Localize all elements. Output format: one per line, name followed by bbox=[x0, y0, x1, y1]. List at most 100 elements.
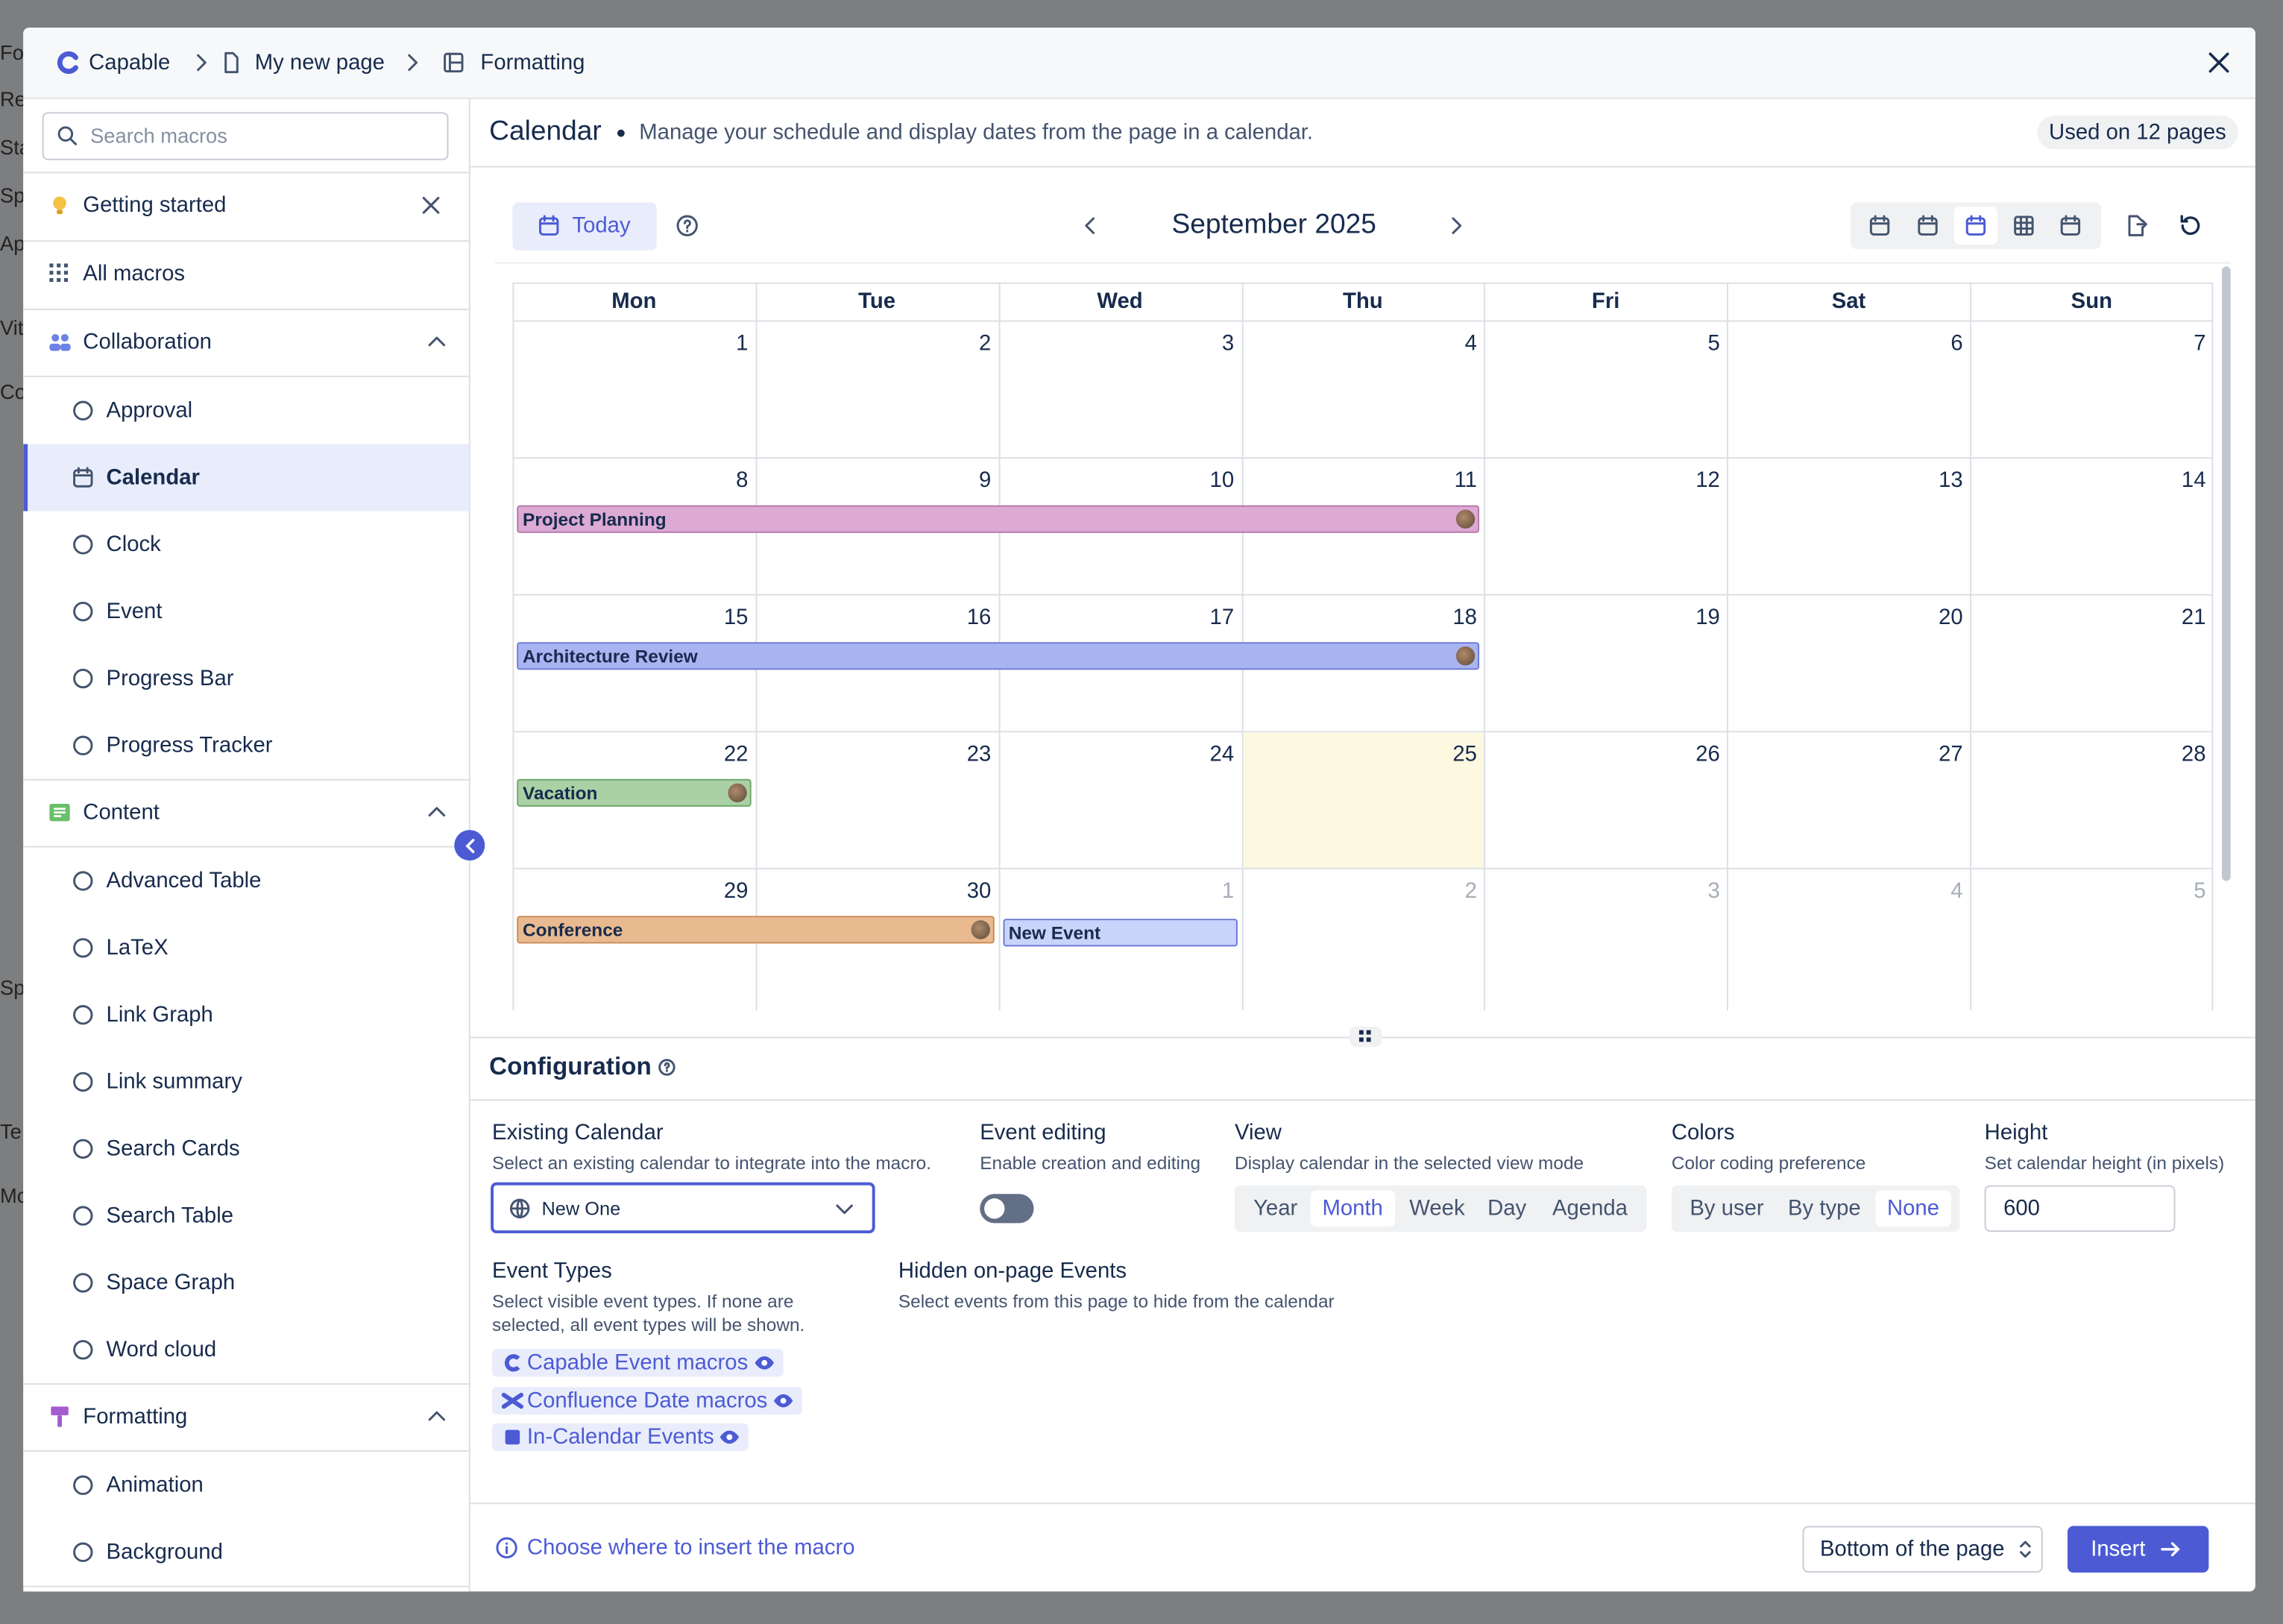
breadcrumb[interactable]: Capable bbox=[89, 50, 171, 75]
segment-option[interactable]: By user bbox=[1690, 1196, 1764, 1221]
sidebar-item[interactable]: Clock bbox=[106, 532, 161, 557]
day-number[interactable]: 9 bbox=[978, 468, 992, 494]
day-number[interactable]: 3 bbox=[1221, 331, 1235, 356]
day-number[interactable]: 14 bbox=[2181, 468, 2206, 494]
section-header[interactable]: Content bbox=[83, 800, 160, 825]
day-number[interactable]: 30 bbox=[966, 878, 992, 904]
sidebar-item[interactable]: Link Graph bbox=[106, 1002, 213, 1027]
calendar-select[interactable] bbox=[491, 1182, 875, 1234]
view-icon[interactable] bbox=[2012, 214, 2035, 237]
sidebar-item[interactable]: Event bbox=[106, 599, 163, 624]
segment-option[interactable]: Year bbox=[1253, 1196, 1298, 1221]
segment-option[interactable]: Day bbox=[1487, 1196, 1527, 1221]
sidebar-item[interactable]: Background bbox=[106, 1540, 223, 1565]
close-button[interactable] bbox=[2207, 51, 2230, 74]
day-number[interactable]: 1 bbox=[736, 331, 749, 356]
section-header[interactable]: Formatting bbox=[83, 1404, 188, 1429]
sidebar-item[interactable]: LaTeX bbox=[106, 935, 169, 960]
event-bar[interactable] bbox=[517, 916, 995, 944]
day-number[interactable]: 5 bbox=[2194, 878, 2206, 904]
export-button[interactable] bbox=[2124, 214, 2147, 237]
event-bar[interactable] bbox=[517, 778, 752, 807]
prev-month[interactable] bbox=[1079, 214, 1102, 237]
day-number[interactable]: 13 bbox=[1939, 468, 1963, 494]
event-name[interactable]: Vacation bbox=[523, 783, 598, 804]
event-type-chip[interactable]: In-Calendar Events bbox=[492, 1423, 749, 1451]
view-icon[interactable] bbox=[1868, 214, 1891, 237]
section-header[interactable]: Collaboration bbox=[83, 330, 212, 355]
today-button[interactable] bbox=[512, 202, 657, 251]
day-number[interactable]: 6 bbox=[1950, 331, 1963, 356]
sidebar-item[interactable]: Advanced Table bbox=[106, 868, 262, 894]
segment-option[interactable]: Month bbox=[1310, 1190, 1395, 1227]
help-button[interactable] bbox=[676, 214, 699, 237]
sidebar-item[interactable]: Search Table bbox=[106, 1203, 234, 1229]
collapse-sidebar[interactable] bbox=[454, 830, 485, 861]
view-icon[interactable] bbox=[1916, 214, 1939, 237]
day-number[interactable]: 27 bbox=[1939, 741, 1963, 767]
day-number[interactable]: 10 bbox=[1209, 468, 1235, 494]
event-bar[interactable] bbox=[1002, 919, 1238, 947]
sidebar-item[interactable]: Progress Bar bbox=[106, 666, 234, 691]
sidebar-item[interactable]: Search Cards bbox=[106, 1136, 240, 1162]
day-number[interactable]: 21 bbox=[2181, 605, 2206, 630]
insert-hint[interactable]: Choose where to insert the macro bbox=[526, 1535, 855, 1561]
sidebar-item[interactable]: Getting started bbox=[83, 192, 227, 218]
day-number[interactable]: 24 bbox=[1209, 741, 1235, 767]
config-help[interactable] bbox=[655, 1056, 678, 1079]
day-number[interactable]: 25 bbox=[1452, 741, 1477, 767]
view-icon[interactable] bbox=[1964, 214, 1987, 237]
day-number[interactable]: 2 bbox=[978, 331, 992, 356]
day-number[interactable]: 5 bbox=[1707, 331, 1720, 356]
view-icon[interactable] bbox=[2059, 214, 2082, 237]
sidebar-item[interactable]: Animation bbox=[106, 1473, 204, 1498]
day-number[interactable]: 22 bbox=[723, 741, 749, 767]
breadcrumb[interactable]: My new page bbox=[254, 50, 385, 75]
sidebar-item[interactable]: Space Graph bbox=[106, 1270, 236, 1296]
day-number[interactable]: 19 bbox=[1695, 605, 1720, 630]
segment-option[interactable]: By type bbox=[1788, 1196, 1861, 1221]
day-number[interactable]: 1 bbox=[1221, 878, 1235, 904]
sidebar-item[interactable]: Calendar bbox=[106, 465, 200, 491]
day-number[interactable]: 8 bbox=[736, 468, 749, 494]
day-number[interactable]: 12 bbox=[1695, 468, 1720, 494]
day-number[interactable]: 15 bbox=[723, 605, 749, 630]
event-type-chip[interactable]: Capable Event macros bbox=[492, 1349, 784, 1377]
search-input[interactable] bbox=[42, 112, 449, 160]
next-month[interactable] bbox=[1444, 214, 1467, 237]
dismiss-button[interactable] bbox=[419, 194, 442, 217]
event-name[interactable]: Conference bbox=[523, 920, 623, 941]
day-number[interactable]: 23 bbox=[966, 741, 992, 767]
collapse-chevron[interactable] bbox=[425, 330, 448, 353]
day-number[interactable]: 11 bbox=[1454, 468, 1477, 494]
collapse-chevron[interactable] bbox=[425, 801, 448, 824]
day-number[interactable]: 2 bbox=[1464, 878, 1477, 904]
event-name[interactable]: New Event bbox=[1008, 923, 1101, 944]
day-number[interactable]: 18 bbox=[1452, 605, 1477, 630]
sidebar-item[interactable]: Approval bbox=[106, 398, 193, 424]
day-number[interactable]: 3 bbox=[1707, 878, 1720, 904]
resize-handle[interactable] bbox=[1350, 1026, 1382, 1048]
day-number[interactable]: 28 bbox=[2181, 741, 2206, 767]
insert-button[interactable] bbox=[2067, 1526, 2209, 1573]
refresh-button[interactable] bbox=[2178, 214, 2201, 237]
collapse-chevron[interactable] bbox=[425, 1405, 448, 1428]
day-number[interactable]: 7 bbox=[2194, 331, 2206, 356]
event-bar[interactable] bbox=[517, 505, 1480, 533]
day-number[interactable]: 4 bbox=[1464, 331, 1477, 356]
sidebar-item[interactable]: All macros bbox=[83, 261, 186, 286]
sidebar-item[interactable]: Progress Tracker bbox=[106, 733, 273, 758]
height-input[interactable] bbox=[1984, 1185, 2176, 1233]
segment-option[interactable]: None bbox=[1875, 1190, 1951, 1227]
day-number[interactable]: 20 bbox=[1939, 605, 1963, 630]
day-number[interactable]: 29 bbox=[723, 878, 749, 904]
day-number[interactable]: 16 bbox=[966, 605, 992, 630]
event-name[interactable]: Architecture Review bbox=[523, 646, 698, 667]
segment-option[interactable]: Week bbox=[1409, 1196, 1465, 1221]
event-type-chip[interactable]: Confluence Date macros bbox=[492, 1386, 803, 1414]
breadcrumb[interactable]: Formatting bbox=[480, 50, 585, 75]
day-number[interactable]: 26 bbox=[1695, 741, 1720, 767]
day-number[interactable]: 4 bbox=[1950, 878, 1963, 904]
day-number[interactable]: 17 bbox=[1209, 605, 1235, 630]
event-name[interactable]: Project Planning bbox=[523, 509, 667, 530]
